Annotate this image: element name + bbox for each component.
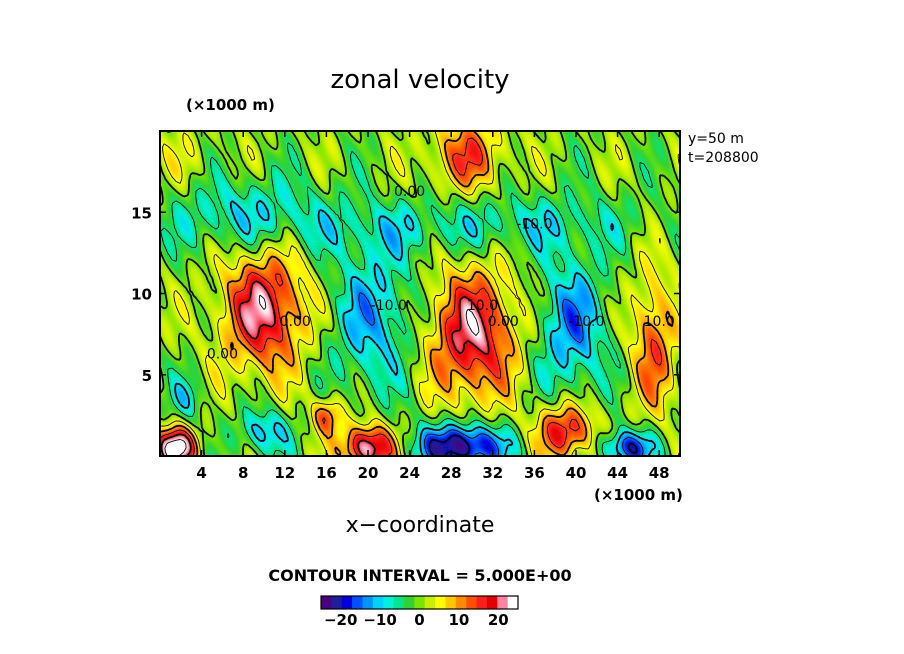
x-tick-label: 8: [238, 464, 248, 482]
colorbar: [320, 595, 519, 610]
colorbar-segment: [497, 596, 509, 609]
colorbar-segment: [486, 596, 498, 609]
contour-level-25: [164, 294, 480, 456]
contour-label: 0.00: [207, 347, 238, 363]
colorbar-tick-label: 20: [488, 611, 509, 629]
colorbar-segment: [424, 596, 436, 609]
contour-interval-text: CONTOUR INTERVAL = 5.000E+00: [268, 566, 571, 585]
colorbar-segment: [372, 596, 384, 609]
contour-label: 0.00: [280, 314, 311, 330]
colorbar-segment: [383, 596, 394, 609]
contour-label: 10.0: [467, 298, 498, 314]
x-tick-label: 12: [274, 464, 295, 482]
x-axis-label: x−coordinate: [346, 513, 495, 538]
x-tick-label: 4: [196, 464, 206, 482]
contour-level-15: [160, 137, 663, 456]
x-tick-label: 40: [566, 464, 587, 482]
y-axis-ticks: 5 10 15: [131, 204, 680, 385]
x-tick-label: 36: [524, 464, 545, 482]
colorbar-tick-label: −10: [363, 611, 396, 629]
x-tick-label: 24: [399, 464, 420, 482]
colorbar-segment: [362, 596, 374, 609]
colorbar-segment: [331, 596, 343, 609]
contour-level-neg20: [428, 434, 638, 456]
contour-level-20: [160, 280, 490, 456]
x-tick-label: 48: [649, 464, 670, 482]
x-tick-label: 32: [482, 464, 503, 482]
colorbar-segment: [414, 596, 426, 609]
contour-level-neg10: [174, 199, 656, 456]
x-tick-label: 20: [358, 464, 379, 482]
colorbar-segment: [321, 596, 332, 609]
colorbar-tick-labels: −20 −10 0 10 20: [324, 611, 509, 629]
x-axis-ticks: 4 8 12 16 20 24 28 32 36 40 44 48: [196, 131, 670, 482]
colorbar-segment: [476, 596, 488, 609]
colorbar-segment: [393, 596, 405, 609]
colorbar-segment: [352, 596, 363, 609]
side-label-t: t=208800: [688, 150, 759, 166]
contour-lines: [160, 131, 680, 456]
colorbar-tick-label: 0: [414, 611, 424, 629]
colorbar-frame: [320, 595, 519, 610]
colorbar-segment: [341, 596, 353, 609]
side-label-y: y=50 m: [688, 131, 744, 147]
colorbar-segment: [455, 596, 467, 609]
contour-level-5: [160, 131, 680, 456]
contour-label: -10.0: [516, 217, 552, 233]
contour-label: 10.0: [644, 314, 675, 330]
colorbar-segment: [403, 596, 415, 609]
colorbar-segment: [435, 596, 446, 609]
contour-label: 0.00: [488, 314, 519, 330]
velocity-field-image: [160, 131, 680, 456]
contour-level-10: [160, 131, 674, 456]
colorbar-segment: [466, 596, 477, 609]
y-tick-label: 5: [142, 367, 152, 385]
x-axis-units: (×1000 m): [594, 486, 683, 504]
x-tick-label: 16: [316, 464, 337, 482]
contour-label: -10.0: [568, 314, 604, 330]
y-tick-label: 10: [131, 286, 152, 304]
x-tick-label: 44: [607, 464, 628, 482]
contour-label: -10.0: [371, 298, 407, 314]
colorbar-tick-label: −20: [324, 611, 357, 629]
colorbar-segment: [507, 596, 519, 609]
contour-label: 0.00: [394, 184, 425, 200]
colorbar-segment: [445, 596, 457, 609]
x-tick-label: 28: [441, 464, 462, 482]
chart-title: zonal velocity: [330, 65, 509, 95]
colorbar-tick-label: 10: [448, 611, 469, 629]
y-axis-units: (×1000 m): [186, 96, 275, 114]
contour-level-neg5: [160, 142, 680, 456]
contour-level-neg15: [358, 292, 644, 456]
y-tick-label: 15: [131, 204, 152, 222]
